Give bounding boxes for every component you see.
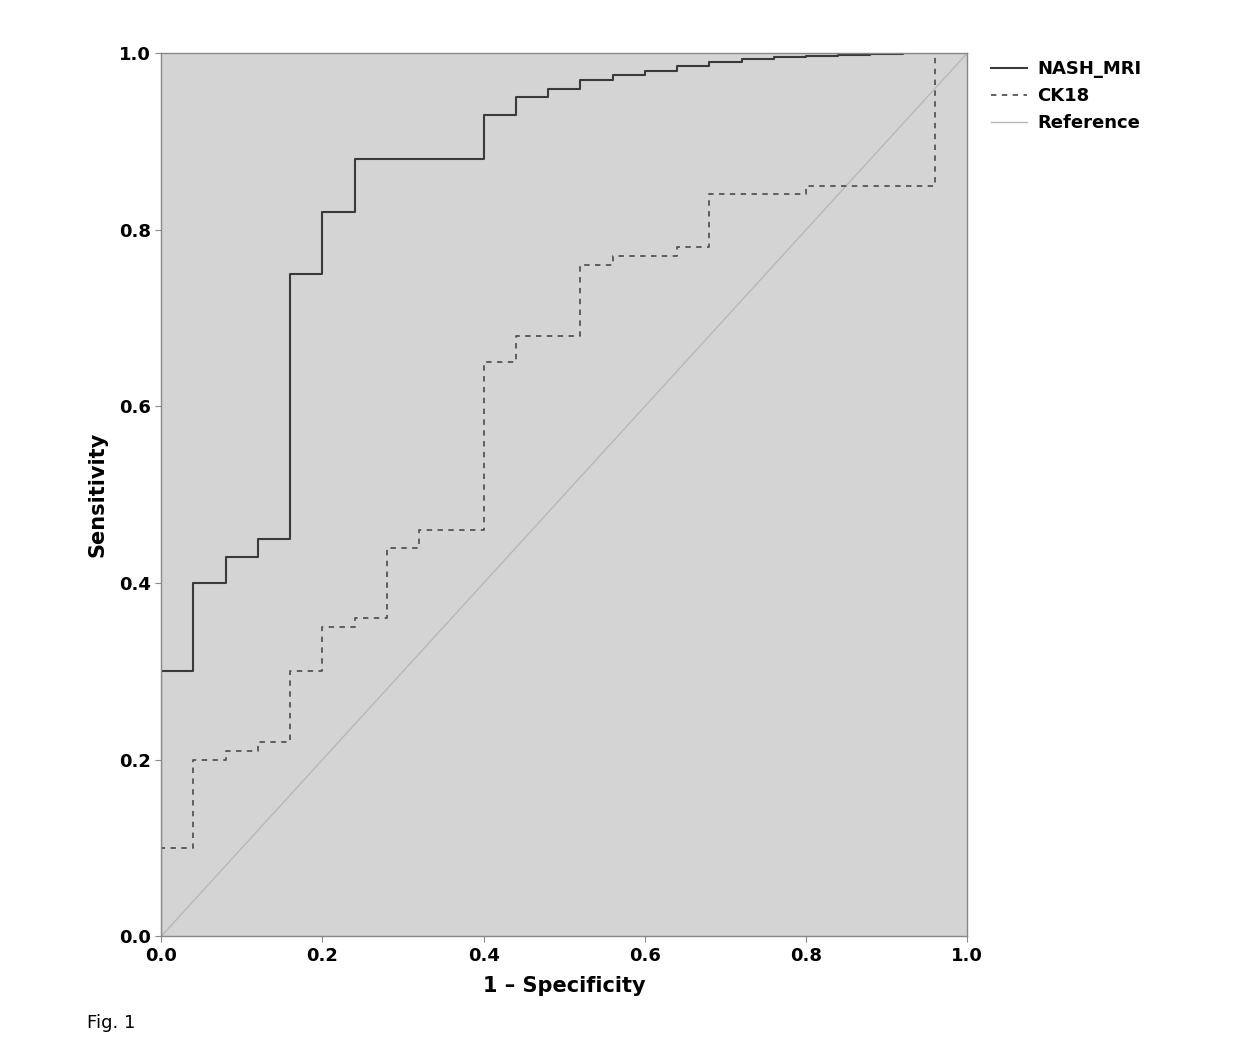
Legend: NASH_MRI, CK18, Reference: NASH_MRI, CK18, Reference xyxy=(983,53,1148,139)
Text: Fig. 1: Fig. 1 xyxy=(87,1014,135,1032)
Y-axis label: Sensitivity: Sensitivity xyxy=(88,432,108,558)
X-axis label: 1 – Specificity: 1 – Specificity xyxy=(482,976,646,996)
